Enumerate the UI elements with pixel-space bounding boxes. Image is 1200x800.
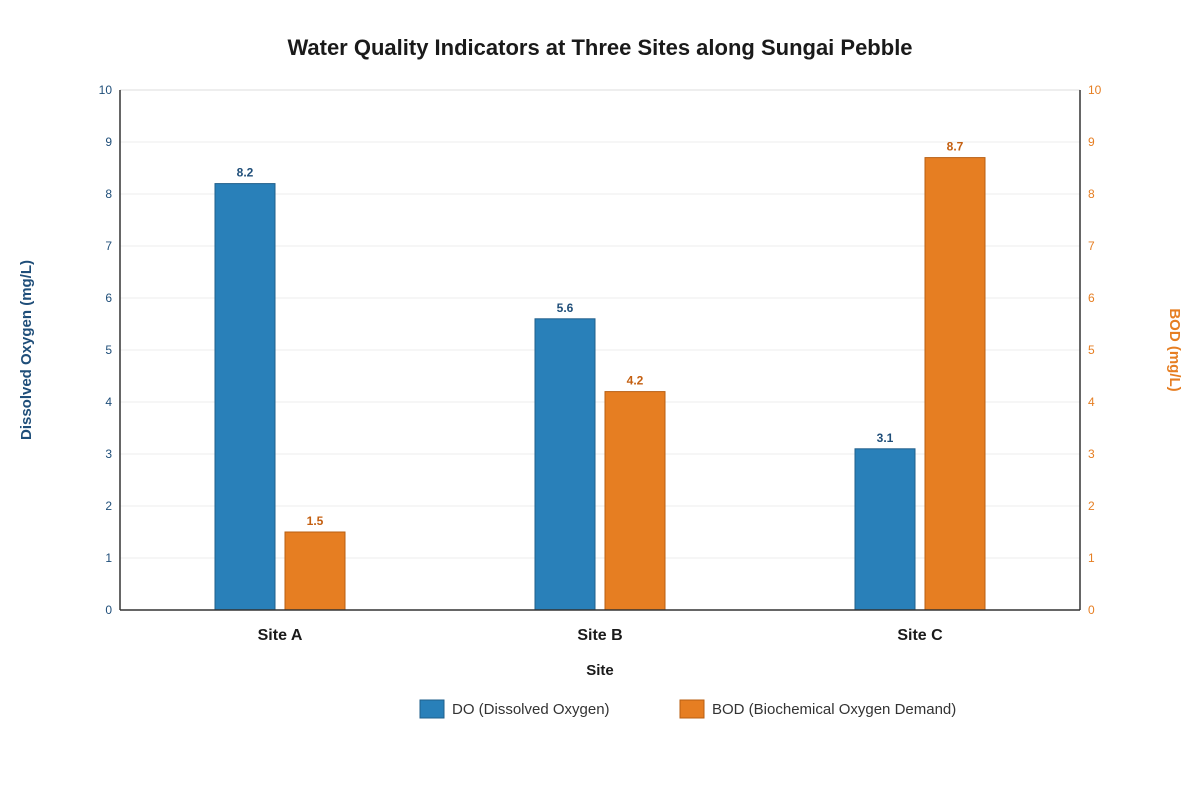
- y-right-tick-label: 7: [1088, 239, 1095, 253]
- data-label: 8.2: [237, 166, 254, 180]
- data-label: 8.7: [947, 140, 964, 154]
- category-labels: Site A Site B Site C: [258, 627, 943, 644]
- legend: DO (Dissolved Oxygen) BOD (Biochemical Ox…: [419, 699, 956, 719]
- y-left-tick-label: 0: [105, 603, 112, 617]
- y-right-tick-label: 1: [1088, 551, 1095, 565]
- y-left-tick-label: 9: [105, 135, 112, 149]
- y-right-tick-label: 4: [1088, 395, 1095, 409]
- y-axis-right-title: BOD (mg/L): [1166, 308, 1183, 391]
- y-left-tick-label: 5: [105, 343, 112, 357]
- data-label: 4.2: [627, 374, 644, 388]
- y-right-tick-label: 0: [1088, 603, 1095, 617]
- bar: [534, 318, 596, 611]
- y-axis-left-title: Dissolved Oxygen (mg/L): [18, 260, 35, 440]
- data-label: 1.5: [307, 514, 324, 528]
- data-label: 3.1: [877, 431, 894, 445]
- x-axis-title: Site: [586, 662, 614, 679]
- legend-label: DO (Dissolved Oxygen): [452, 701, 610, 718]
- y-left-tick-label: 4: [105, 395, 112, 409]
- legend-label: BOD (Biochemical Oxygen Demand): [712, 701, 956, 718]
- y-left-tick-label: 6: [105, 291, 112, 305]
- bar: [604, 391, 666, 611]
- bar: [214, 183, 276, 611]
- y-right-tick-label: 5: [1088, 343, 1095, 357]
- y-left-tick-label: 8: [105, 187, 112, 201]
- y-right-tick-label: 8: [1088, 187, 1095, 201]
- y-left-tick-label: 10: [99, 83, 113, 97]
- legend-swatch: [679, 699, 705, 719]
- bar: [284, 531, 346, 611]
- bar: [854, 448, 916, 611]
- y-right-tick-label: 6: [1088, 291, 1095, 305]
- data-label: 5.6: [557, 301, 574, 315]
- y-left-tick-label: 1: [105, 551, 112, 565]
- y-right-tick-label: 10: [1088, 83, 1102, 97]
- x-tick-label: Site C: [897, 627, 943, 644]
- y-left-tick-label: 3: [105, 447, 112, 461]
- x-tick-label: Site B: [577, 627, 622, 644]
- tick-labels: 0 1 2 3 4 5 6 7 8 9 10 0 1 2 3 4 5 6 7 8 9 10: [99, 83, 1102, 617]
- data-labels: 8.2 1.5 5.6 4.2 3.1 8.7: [237, 140, 964, 528]
- axes: [119, 89, 1081, 611]
- legend-swatch: [419, 699, 445, 719]
- y-right-tick-label: 3: [1088, 447, 1095, 461]
- x-tick-label: Site A: [258, 627, 303, 644]
- bars: [214, 157, 986, 611]
- bar: [924, 157, 986, 611]
- y-left-tick-label: 7: [105, 239, 112, 253]
- chart-title: Water Quality Indicators at Three Sites …: [287, 35, 912, 60]
- y-left-tick-label: 2: [105, 499, 112, 513]
- y-right-tick-label: 9: [1088, 135, 1095, 149]
- y-right-tick-label: 2: [1088, 499, 1095, 513]
